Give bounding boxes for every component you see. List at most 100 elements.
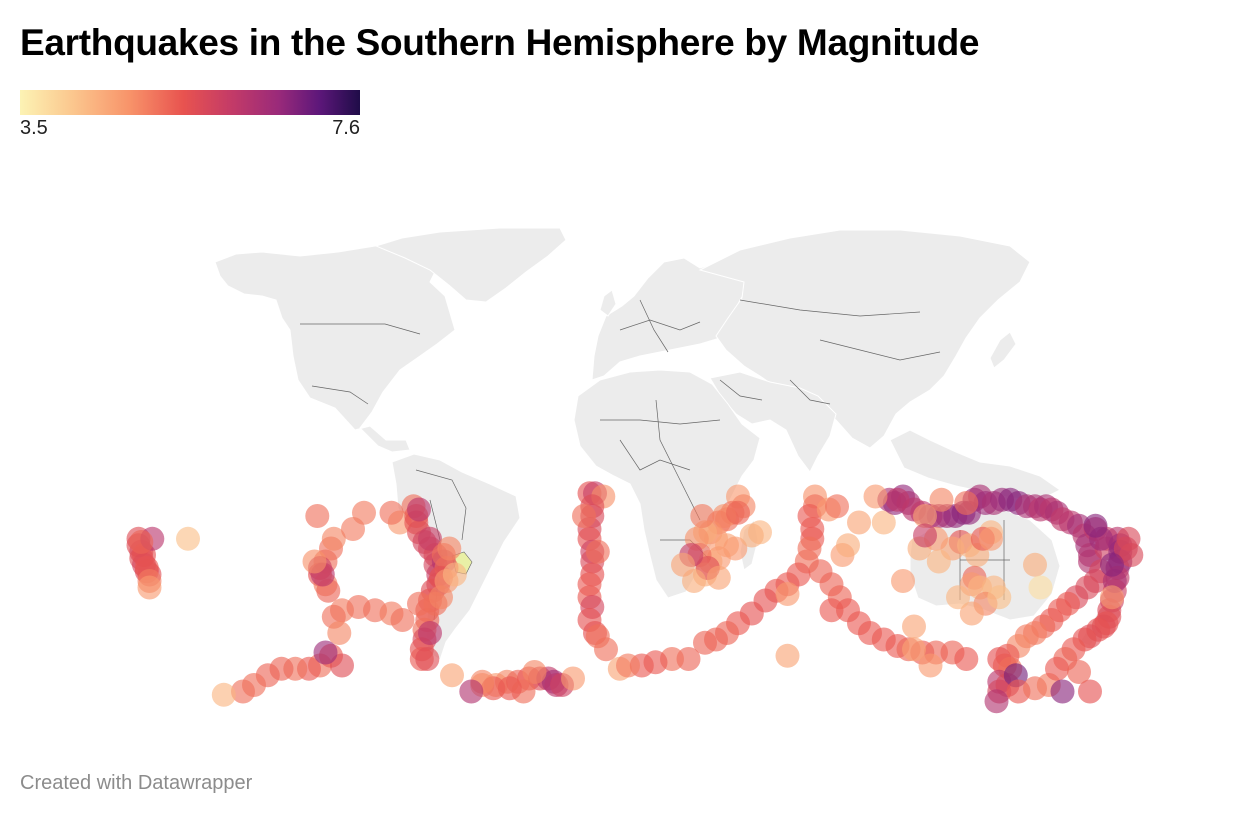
earthquake-point[interactable] (693, 630, 717, 655)
earthquake-point[interactable] (690, 504, 715, 528)
earthquake-point[interactable] (302, 549, 327, 574)
earthquake-point[interactable] (959, 601, 984, 626)
earthquake-point[interactable] (825, 494, 849, 519)
earthquake-point[interactable] (561, 666, 585, 691)
earthquake-point[interactable] (616, 653, 640, 678)
earthquake-point[interactable] (305, 504, 330, 528)
earthquake-point[interactable] (407, 497, 431, 522)
border-mideast (719, 379, 763, 401)
earthquake-point[interactable] (459, 679, 484, 704)
earthquake-point[interactable] (211, 682, 236, 707)
earthquake-point[interactable] (885, 487, 910, 512)
border-us-canada (300, 323, 421, 335)
earthquake-point[interactable] (847, 510, 871, 535)
legend-min-label: 3.5 (20, 117, 48, 139)
earthquake-point[interactable] (379, 500, 404, 525)
earthquake-point[interactable] (775, 643, 800, 668)
earthquake-point[interactable] (594, 637, 618, 662)
earthquake-point[interactable] (836, 533, 860, 558)
legend-labels: 3.5 7.6 (20, 115, 360, 143)
earthquake-point[interactable] (572, 504, 596, 528)
earthquake-point[interactable] (415, 647, 440, 671)
earthquake-point[interactable] (1119, 543, 1144, 567)
earthquake-point[interactable] (129, 530, 154, 554)
earthquake-point[interactable] (954, 647, 979, 671)
earthquake-point[interactable] (522, 660, 547, 684)
earthquake-point[interactable] (1050, 679, 1075, 704)
border-europe-b (639, 299, 669, 353)
border-russia (739, 299, 921, 317)
earthquake-point[interactable] (1083, 513, 1108, 538)
earthquake-point[interactable] (418, 526, 442, 551)
landmass-north-america (214, 239, 456, 453)
earthquake-point[interactable] (330, 653, 354, 678)
earthquake-point[interactable] (979, 526, 1003, 551)
earthquake-point[interactable] (497, 676, 522, 701)
earthquake-point[interactable] (739, 523, 764, 548)
earthquake-point[interactable] (819, 598, 844, 623)
earthquake-point[interactable] (918, 653, 943, 678)
earthquake-point[interactable] (871, 510, 896, 535)
earthquake-point[interactable] (442, 562, 467, 587)
earthquake-point[interactable] (1045, 656, 1069, 681)
border-us-mexico (311, 385, 369, 405)
earthquake-point[interactable] (585, 539, 610, 564)
earthquake-point[interactable] (321, 526, 346, 551)
earthquake-point[interactable] (440, 663, 464, 688)
earthquake-point[interactable] (913, 504, 937, 528)
earthquake-point[interactable] (863, 484, 888, 509)
earthquake-point[interactable] (929, 487, 954, 512)
landmass-southeast-asia (889, 429, 1061, 501)
earthquake-point[interactable] (987, 585, 1012, 610)
landmass-asia (698, 229, 1031, 449)
earthquake-points (126, 481, 1144, 714)
earthquake-point[interactable] (418, 621, 442, 645)
border-brazil (415, 469, 467, 541)
border-africa-a (600, 419, 721, 425)
border-africa-c (655, 399, 701, 521)
landmass-greenland (374, 227, 567, 303)
earthquake-point[interactable] (984, 689, 1009, 714)
landmass-japan (989, 331, 1017, 369)
landmass-arabia-india (709, 371, 837, 473)
earthquake-point[interactable] (1100, 585, 1124, 610)
earthquake-point[interactable] (775, 582, 800, 606)
earthquake-point[interactable] (954, 491, 979, 515)
earthquake-point[interactable] (341, 517, 365, 541)
earthquake-point[interactable] (726, 500, 750, 525)
earthquake-point[interactable] (176, 526, 200, 551)
earthquake-point[interactable] (913, 523, 937, 548)
earthquake-point[interactable] (137, 575, 162, 600)
border-china (819, 339, 941, 361)
earthquake-point[interactable] (706, 565, 731, 590)
earthquake-point[interactable] (327, 621, 352, 645)
color-legend: 3.5 7.6 (20, 90, 360, 143)
chart-title: Earthquakes in the Southern Hemisphere b… (20, 22, 980, 63)
earthquake-point[interactable] (1078, 679, 1102, 704)
border-europe-a (619, 319, 701, 331)
earthquake-point[interactable] (390, 608, 415, 632)
credit-footer: Created with Datawrapper (20, 772, 253, 794)
earthquake-point[interactable] (437, 536, 462, 561)
earthquake-point[interactable] (407, 591, 431, 616)
earthquake-point[interactable] (902, 614, 926, 639)
earthquake-point[interactable] (429, 585, 453, 610)
earthquake-point[interactable] (902, 637, 926, 662)
earthquake-point[interactable] (1067, 660, 1091, 684)
earthquake-point[interactable] (231, 679, 255, 704)
earthquake-point[interactable] (671, 552, 695, 577)
border-india (789, 379, 831, 405)
earthquake-point[interactable] (313, 640, 338, 665)
legend-gradient-bar (20, 90, 360, 115)
earthquake-point[interactable] (1028, 575, 1053, 600)
earthquake-point[interactable] (1100, 552, 1124, 577)
earthquake-point[interactable] (946, 585, 970, 610)
landmass-uk (599, 289, 617, 317)
earthquake-point[interactable] (1023, 552, 1047, 577)
legend-max-label: 7.6 (332, 117, 360, 139)
border-africa-b (619, 439, 691, 471)
earthquake-point[interactable] (891, 569, 915, 593)
earthquake-point[interactable] (926, 549, 951, 574)
earthquake-point[interactable] (676, 647, 701, 671)
